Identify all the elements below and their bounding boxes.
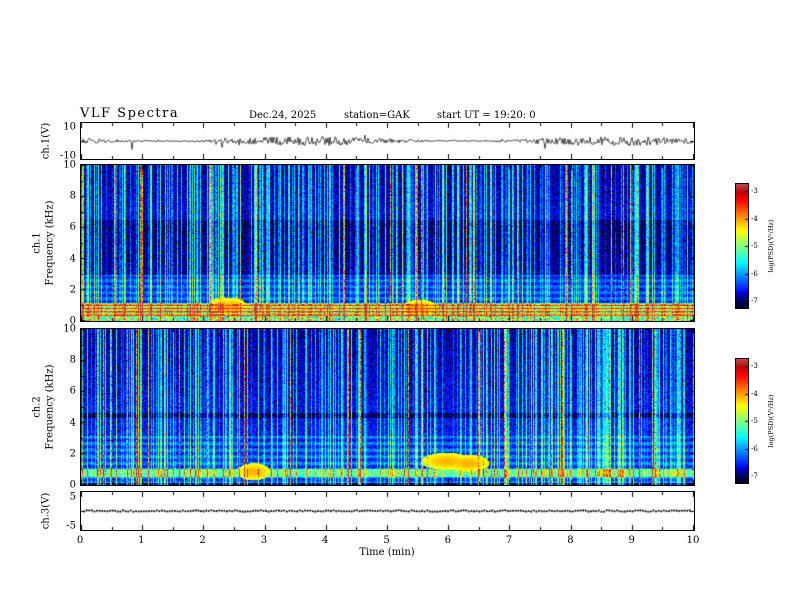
colorbar-ch1-tick-label: -4 xyxy=(751,214,758,223)
colorbar-ch1 xyxy=(735,183,749,309)
ch1-spec-y-tick-label: 10 xyxy=(63,159,76,171)
ch2-spec-y-tick-label: 8 xyxy=(69,354,76,366)
ch2-spectrogram-panel xyxy=(80,328,695,486)
colorbar-ch2-unit-label: log(PSD)(V²/Hz) xyxy=(767,394,775,448)
ch1-waveform-panel xyxy=(80,122,695,160)
ch2-spec-y-tick-label: 10 xyxy=(63,323,76,335)
x-tick-label: 9 xyxy=(628,535,635,546)
ch2-spec-y-tick-label: 0 xyxy=(69,479,76,491)
x-tick-label: 0 xyxy=(76,535,84,546)
ch1-spectrogram-panel xyxy=(80,164,695,322)
x-tick-label: 8 xyxy=(567,535,574,546)
colorbar-ch2-tick-label: -3 xyxy=(751,362,758,370)
colorbar-ch2 xyxy=(735,358,749,484)
colorbar-ch2-tick-label: -6 xyxy=(751,444,758,453)
start-ut-label: start UT = 19:20: 0 xyxy=(437,110,536,121)
x-tick-label: 2 xyxy=(199,535,206,546)
ch3-waveform-canvas xyxy=(81,492,694,530)
ch2-spec-y-tick-label: 2 xyxy=(69,448,76,460)
ch3-wave-y-tick-label: -5 xyxy=(66,520,76,532)
x-tick-label: 10 xyxy=(686,535,700,546)
ch2-spec-y-tick-label: 4 xyxy=(69,417,76,429)
colorbar-ch1-tick-label: -7 xyxy=(751,297,758,305)
ch1-spec-y-tick-label: 8 xyxy=(69,190,76,202)
ch1-spec-y-tick-label: 0 xyxy=(69,315,76,327)
ch1-frequency-axis-label: ch.1 Frequency (kHz) xyxy=(32,200,57,285)
time-axis-label: Time (min) xyxy=(359,547,415,558)
ch3-waveform-panel xyxy=(80,491,695,531)
ch1-spec-y-tick-label: 2 xyxy=(69,284,76,296)
station-label: station=GAK xyxy=(344,110,410,121)
ch2-frequency-unit-label: Frequency (kHz) xyxy=(44,364,55,450)
ch2-spectrogram-heatmap xyxy=(81,329,694,485)
ch1-wave-y-tick-label: -10 xyxy=(59,150,76,162)
ch1-frequency-unit-label: Frequency (kHz) xyxy=(44,200,55,286)
ch1-wave-y-tick-label: 10 xyxy=(63,121,76,133)
colorbar-ch1-tick-label: -5 xyxy=(751,242,758,250)
ch1-row-label: ch.1 xyxy=(31,232,43,254)
x-tick-label: 3 xyxy=(260,535,268,546)
colorbar-ch1-tick-label: -3 xyxy=(751,187,758,195)
x-tick-label: 7 xyxy=(505,535,513,546)
ch3-wave-y-tick-label: 5 xyxy=(69,491,76,503)
x-tick-label: 1 xyxy=(138,535,145,546)
colorbar-ch2-tick-label: -7 xyxy=(751,472,758,480)
ch2-row-label: ch.2 xyxy=(31,396,43,418)
colorbar-ch1-unit-label: log(PSD)(V²/Hz) xyxy=(767,219,775,273)
colorbar-ch1-gradient xyxy=(736,184,748,308)
date-label: Dec.24, 2025 xyxy=(249,110,317,121)
ch1-spec-y-tick-label: 4 xyxy=(69,253,76,265)
colorbar-ch2-tick-label: -5 xyxy=(751,417,758,425)
x-tick-label: 4 xyxy=(322,535,329,546)
colorbar-ch1-tick-label: -6 xyxy=(751,269,758,278)
ch1-waveform-canvas xyxy=(81,123,694,159)
ch1-spec-y-tick-label: 6 xyxy=(69,221,76,233)
colorbar-ch2-tick-label: -4 xyxy=(751,389,758,398)
ch2-frequency-axis-label: ch.2 Frequency (kHz) xyxy=(32,364,57,449)
ch1-spectrogram-heatmap xyxy=(81,165,694,321)
x-tick-label: 6 xyxy=(444,535,451,546)
figure-title: VLF Spectra xyxy=(80,106,180,121)
ch2-spec-y-tick-label: 6 xyxy=(69,385,76,397)
colorbar-ch2-gradient xyxy=(736,359,748,483)
x-tick-label: 5 xyxy=(383,535,390,546)
